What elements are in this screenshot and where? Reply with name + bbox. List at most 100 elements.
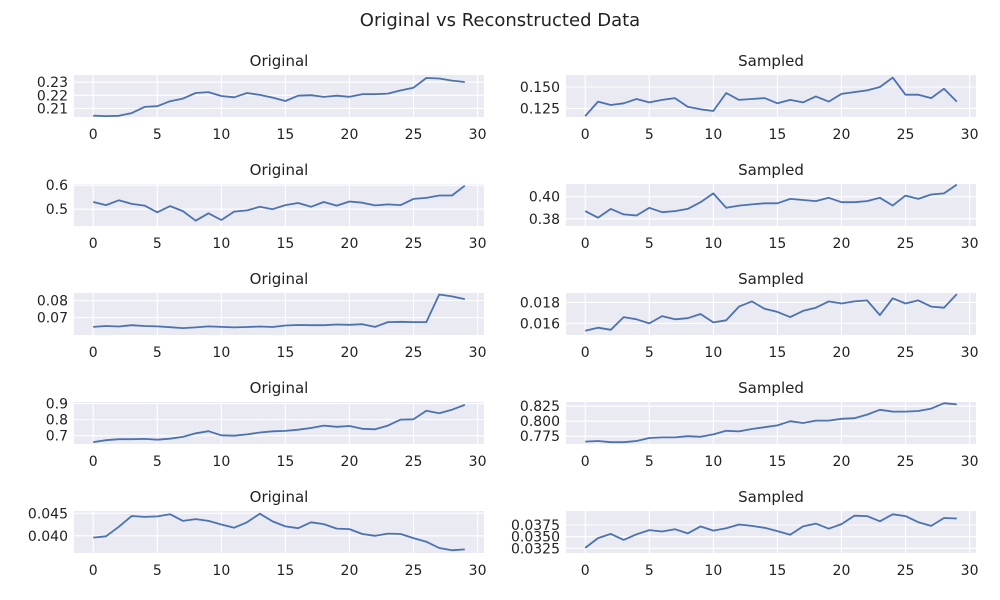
y-tick-label: 0.0325 <box>511 541 560 557</box>
x-tick-label: 10 <box>212 563 230 579</box>
y-tick-label: 0.23 <box>37 75 68 91</box>
x-tick-label: 10 <box>704 236 722 252</box>
x-tick-label: 10 <box>704 563 722 579</box>
subplot-grid: 0 5 10 15 20 25 30 0.210.220.23 Original 0 5 10 15 20… <box>28 52 979 579</box>
x-tick-label: 0 <box>89 127 98 143</box>
x-tick-label: 5 <box>153 563 162 579</box>
x-tick-label: 5 <box>153 454 162 470</box>
x-tick-label: 10 <box>704 454 722 470</box>
x-tick-label: 15 <box>768 127 786 143</box>
subplot-title: Original <box>250 52 309 70</box>
plot-area <box>566 75 976 117</box>
x-tick-label: 20 <box>833 454 851 470</box>
y-tick-label: 0.07 <box>37 311 68 327</box>
plot-area <box>566 511 976 553</box>
x-tick-label: 25 <box>897 236 915 252</box>
x-tick-label: 25 <box>897 127 915 143</box>
y-tick-label: 0.016 <box>520 316 560 332</box>
series-line <box>584 293 958 332</box>
y-tick-label: 0.125 <box>520 101 560 117</box>
plot-area <box>74 293 484 335</box>
x-tick-label: 5 <box>645 345 654 361</box>
y-tick-label: 0.0375 <box>511 518 560 534</box>
x-tick-label: 25 <box>897 454 915 470</box>
x-tick-label: 0 <box>581 127 590 143</box>
plot-area <box>566 293 976 335</box>
y-tick-label: 0.40 <box>529 190 560 206</box>
y-tick-label: 0.21 <box>37 101 68 117</box>
x-tick-label: 25 <box>897 563 915 579</box>
x-tick-label: 15 <box>276 236 294 252</box>
y-tick-label: 0.08 <box>37 294 68 310</box>
x-tick-label: 15 <box>276 563 294 579</box>
subplot-9: 0 5 10 15 20 25 30 0.040 0.045 Original <box>28 488 487 579</box>
x-tick-label: 20 <box>341 127 359 143</box>
series-line <box>584 513 957 549</box>
x-tick-label: 25 <box>405 563 423 579</box>
x-tick-label: 20 <box>833 236 851 252</box>
x-tick-label: 20 <box>833 127 851 143</box>
x-tick-label: 25 <box>405 345 423 361</box>
y-tick-label: 0.0350 <box>511 530 560 546</box>
y-tick-label: 0.38 <box>529 212 560 228</box>
x-tick-label: 0 <box>581 454 590 470</box>
y-tick-label: 0.8 <box>46 413 68 429</box>
x-tick-label: 10 <box>704 127 722 143</box>
series-line <box>93 77 465 117</box>
x-tick-label: 25 <box>405 454 423 470</box>
y-tick-label: 0.22 <box>37 88 68 104</box>
x-tick-label: 5 <box>153 127 162 143</box>
x-tick-label: 0 <box>89 454 98 470</box>
x-tick-label: 15 <box>768 454 786 470</box>
subplot-4: 0 5 10 15 20 25 30 0.38 0.40 Sampled <box>529 161 979 252</box>
series-line <box>93 404 466 443</box>
x-tick-label: 30 <box>961 563 979 579</box>
x-tick-label: 10 <box>704 345 722 361</box>
subplot-title: Original <box>250 488 309 506</box>
x-tick-label: 30 <box>469 127 487 143</box>
y-tick-label: 0.150 <box>520 80 560 96</box>
series-line <box>92 184 466 222</box>
x-tick-label: 15 <box>768 345 786 361</box>
x-tick-label: 30 <box>469 454 487 470</box>
plot-area <box>74 402 484 444</box>
y-tick-label: 0.045 <box>28 506 68 522</box>
subplot-1: 0 5 10 15 20 25 30 0.210.220.23 Original <box>37 52 487 143</box>
y-tick-label: 0.5 <box>46 202 68 218</box>
x-tick-label: 25 <box>897 345 915 361</box>
x-tick-label: 10 <box>212 345 230 361</box>
x-tick-label: 0 <box>89 345 98 361</box>
y-tick-label: 0.6 <box>46 178 68 194</box>
series-line <box>93 512 465 552</box>
x-tick-label: 30 <box>469 236 487 252</box>
x-tick-label: 15 <box>276 345 294 361</box>
x-tick-label: 30 <box>961 236 979 252</box>
x-tick-label: 30 <box>469 345 487 361</box>
subplot-title: Original <box>250 270 309 288</box>
x-tick-label: 20 <box>341 563 359 579</box>
series-line <box>584 183 958 219</box>
subplot-title: Sampled <box>738 379 804 397</box>
plot-area <box>74 511 484 553</box>
y-tick-label: 0.9 <box>46 397 68 413</box>
y-tick-label: 0.825 <box>520 399 560 415</box>
series-line <box>585 402 957 444</box>
subplot-6: 0 5 10 15 20 25 30 0.016 0.018 Sampled <box>520 270 979 361</box>
plot-area <box>566 184 976 226</box>
y-tick-label: 0.7 <box>46 429 68 445</box>
x-tick-label: 15 <box>768 236 786 252</box>
subplot-title: Sampled <box>738 52 804 70</box>
x-tick-label: 25 <box>405 236 423 252</box>
subplot-title: Sampled <box>738 488 804 506</box>
x-tick-label: 0 <box>89 236 98 252</box>
subplot-title: Original <box>250 379 309 397</box>
subplot-2: 0 5 10 15 20 25 30 0.125 0.150 Sampled <box>520 52 979 143</box>
y-tick-label: 0.800 <box>520 414 560 430</box>
x-tick-label: 10 <box>212 454 230 470</box>
series-line <box>584 76 958 117</box>
x-tick-label: 5 <box>645 563 654 579</box>
series-line <box>93 293 465 330</box>
y-tick-label: 0.018 <box>520 295 560 311</box>
